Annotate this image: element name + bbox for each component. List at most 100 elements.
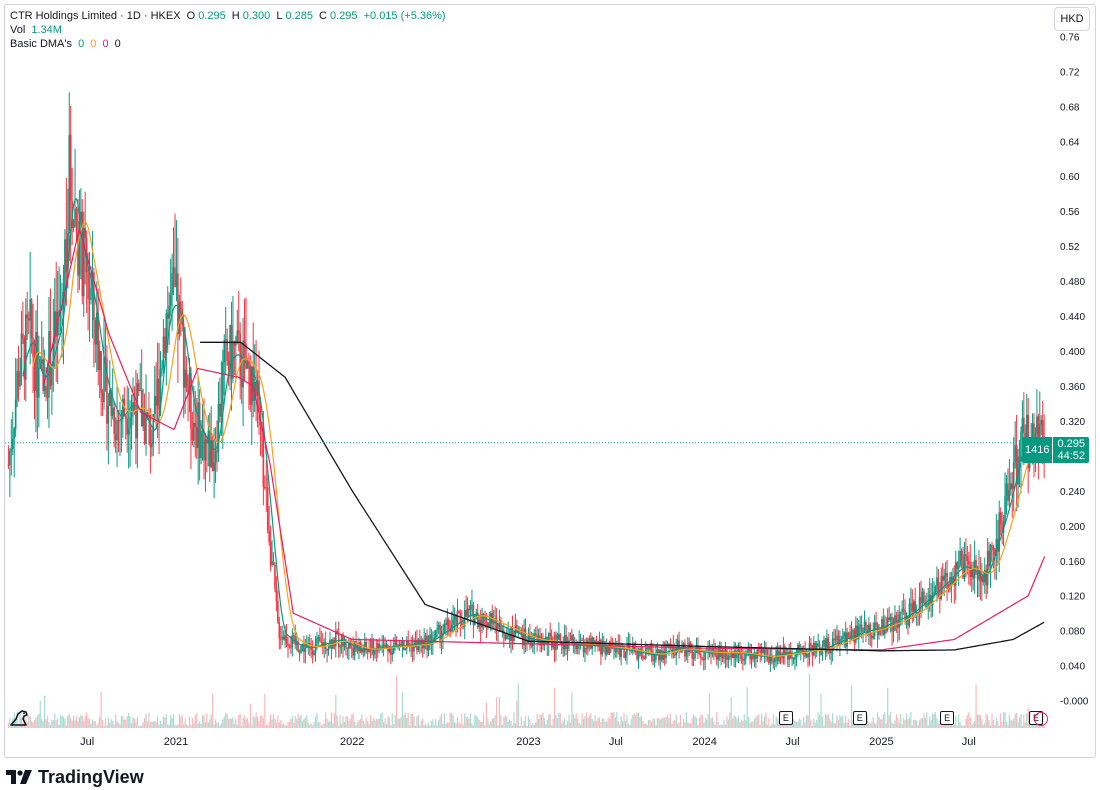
volume-bar bbox=[574, 717, 576, 728]
candle-body bbox=[313, 652, 315, 655]
candle-body bbox=[627, 642, 630, 648]
volume-bar bbox=[87, 718, 89, 728]
candle-body bbox=[303, 643, 305, 653]
dma-legend[interactable]: Basic DMA's 0 0 0 0 bbox=[10, 37, 449, 51]
volume-bar bbox=[67, 715, 69, 728]
volume-value: 1.34M bbox=[31, 24, 62, 36]
volume-bar bbox=[662, 717, 664, 728]
volume-bar bbox=[188, 716, 191, 728]
candle-body bbox=[978, 569, 980, 580]
candle-body bbox=[562, 642, 565, 650]
close-label: C bbox=[319, 10, 327, 22]
currency-button[interactable]: HKD bbox=[1054, 7, 1090, 31]
candle-body bbox=[646, 647, 649, 649]
candle-body bbox=[715, 655, 718, 660]
volume-bar bbox=[714, 724, 716, 728]
candle-body bbox=[237, 330, 240, 334]
volume-bar bbox=[30, 720, 33, 728]
scroll-to-realtime-icon[interactable] bbox=[1034, 712, 1048, 726]
volume-bar bbox=[445, 723, 447, 728]
dinosaur-icon[interactable] bbox=[8, 706, 32, 728]
y-tick-label: 0.400 bbox=[1060, 347, 1085, 358]
candle-body bbox=[445, 623, 447, 625]
volume-bar bbox=[440, 713, 443, 728]
candle-body bbox=[817, 643, 819, 645]
volume-bar bbox=[136, 717, 138, 728]
volume-bar bbox=[833, 722, 835, 728]
volume-bar bbox=[32, 722, 34, 728]
candle-body bbox=[230, 325, 233, 379]
volume-bar bbox=[889, 712, 892, 728]
volume-bar bbox=[691, 717, 693, 728]
volume-bar bbox=[201, 715, 204, 728]
x-tick-label: 2022 bbox=[340, 736, 364, 748]
candle-body bbox=[852, 629, 854, 632]
volume-bar bbox=[826, 715, 828, 728]
volume-bar bbox=[97, 722, 99, 728]
candle-body bbox=[194, 422, 197, 427]
price-chart[interactable]: 0.76 0.72 0.68 0.64 0.60 0.56 0.52 0.480 0.440 0.… bbox=[0, 0, 1100, 760]
volume-bar bbox=[539, 715, 541, 728]
candle-body bbox=[614, 647, 617, 653]
volume-bar bbox=[792, 719, 795, 728]
volume-bar bbox=[600, 721, 602, 728]
volume-bar bbox=[598, 717, 601, 728]
volume-bar bbox=[449, 712, 451, 728]
volume-bar bbox=[762, 721, 764, 728]
volume-bar bbox=[978, 714, 980, 728]
volume-bar bbox=[113, 724, 115, 728]
candle-body bbox=[498, 620, 501, 626]
candle-body bbox=[516, 624, 518, 633]
volume-bar bbox=[495, 697, 498, 728]
volume-bar bbox=[768, 717, 770, 728]
volume-bar bbox=[675, 714, 677, 728]
candle-body bbox=[405, 640, 408, 649]
volume-bar bbox=[879, 719, 882, 728]
volume-bar bbox=[433, 724, 435, 728]
candle-body bbox=[653, 659, 656, 661]
volume-bar bbox=[933, 714, 935, 728]
x-tick-label: 2024 bbox=[692, 736, 716, 748]
y-tick-label: 0.320 bbox=[1060, 417, 1085, 428]
candle-body bbox=[637, 653, 640, 660]
volume-bar bbox=[339, 715, 341, 728]
candle-body bbox=[164, 336, 166, 354]
volume-bar bbox=[665, 716, 667, 728]
candle-body bbox=[290, 646, 292, 648]
volume-bar bbox=[183, 724, 185, 728]
earnings-marker[interactable]: E bbox=[940, 711, 955, 725]
volume-bar bbox=[245, 719, 247, 728]
volume-bar bbox=[414, 725, 417, 728]
volume-bar bbox=[51, 719, 53, 728]
volume-bar bbox=[403, 715, 405, 728]
volume-bar bbox=[931, 713, 934, 728]
candle-body bbox=[1014, 445, 1016, 463]
volume-bar bbox=[988, 720, 990, 728]
volume-bar bbox=[104, 718, 107, 728]
volume-bar bbox=[325, 711, 327, 728]
volume-bar bbox=[409, 725, 411, 728]
candle-body bbox=[413, 644, 415, 652]
candle-body bbox=[921, 591, 924, 604]
volume-bar bbox=[771, 723, 773, 728]
volume-bar bbox=[68, 714, 70, 728]
candle-body bbox=[920, 597, 922, 604]
volume-bar bbox=[249, 703, 251, 728]
earnings-marker[interactable]: E bbox=[852, 711, 867, 725]
candle-body bbox=[55, 311, 58, 337]
volume-bar bbox=[448, 722, 450, 728]
candle-body bbox=[937, 577, 940, 596]
volume-bar bbox=[333, 712, 335, 728]
earnings-marker[interactable]: E bbox=[778, 711, 793, 725]
volume-bar bbox=[264, 693, 266, 728]
y-tick-label: 0.480 bbox=[1060, 277, 1085, 288]
volume-bar bbox=[265, 725, 267, 728]
candle-body bbox=[126, 418, 128, 435]
candle-body bbox=[13, 428, 16, 439]
candle-body bbox=[348, 642, 350, 649]
volume-bar bbox=[805, 715, 808, 728]
volume-bar bbox=[963, 725, 966, 728]
candle-body bbox=[986, 550, 989, 586]
candle-body bbox=[458, 611, 460, 614]
volume-bar bbox=[719, 725, 721, 728]
